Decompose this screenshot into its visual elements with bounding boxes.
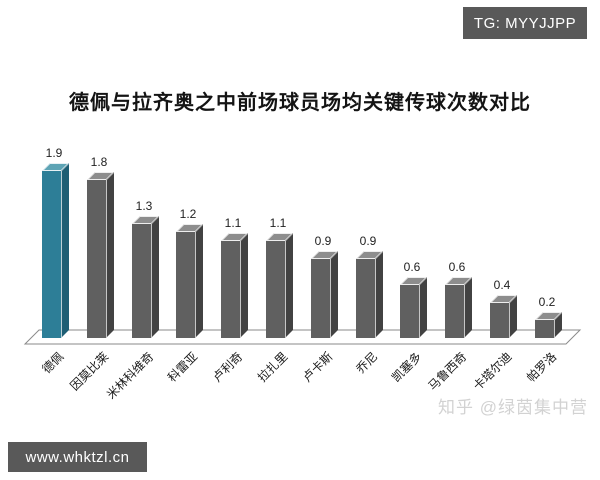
bar-value-label: 0.4 — [493, 278, 511, 292]
bar-value-label: 1.9 — [45, 146, 63, 160]
bar-value-label: 0.9 — [314, 234, 332, 248]
bar-value-label: 0.6 — [403, 260, 421, 274]
bar-side-face — [375, 251, 383, 338]
bar — [176, 224, 203, 338]
bar-side-face — [151, 216, 159, 338]
bar — [400, 277, 427, 338]
bar — [221, 233, 248, 338]
bar — [311, 251, 338, 338]
bar-highlighted — [42, 163, 69, 338]
bar-value-label: 0.9 — [359, 234, 377, 248]
bar-side-face — [240, 233, 248, 338]
bar-value-label: 1.8 — [90, 155, 108, 169]
bar — [87, 172, 114, 338]
bar-value-label: 1.2 — [179, 207, 197, 221]
bar — [490, 295, 517, 338]
bar-side-face — [285, 233, 293, 338]
bar-value-label: 0.6 — [448, 260, 466, 274]
bar-side-face — [106, 172, 114, 338]
bar — [266, 233, 293, 338]
bar-side-face — [330, 251, 338, 338]
bar-value-label: 1.1 — [224, 216, 242, 230]
bar-value-label: 1.1 — [269, 216, 287, 230]
telegram-badge: TG: MYYJJPP — [463, 7, 587, 39]
bar-side-face — [509, 295, 517, 338]
bar-side-face — [419, 277, 427, 338]
bar-side-face — [195, 224, 203, 338]
bar — [356, 251, 383, 338]
bar-side-face — [464, 277, 472, 338]
bar-side-face — [61, 163, 69, 338]
bar — [445, 277, 472, 338]
bar-value-label: 0.2 — [538, 295, 556, 309]
bar — [535, 312, 562, 338]
website-badge: www.whktzl.cn — [8, 442, 147, 472]
watermark: 知乎 @绿茵集中营 — [438, 398, 588, 417]
chart-title: 德佩与拉齐奥之中前场球员场均关键传球次数对比 — [69, 92, 531, 114]
bar-value-label: 1.3 — [135, 199, 153, 213]
bar — [132, 216, 159, 338]
